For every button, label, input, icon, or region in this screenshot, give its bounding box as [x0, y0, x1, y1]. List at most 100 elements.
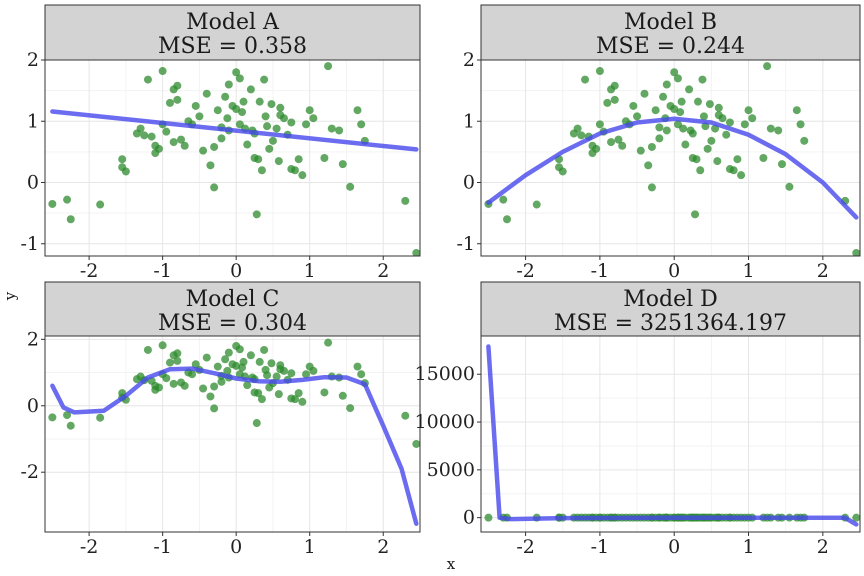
y-tick-label: 1: [27, 110, 39, 132]
data-point: [499, 195, 508, 204]
data-point: [257, 166, 266, 175]
x-axis-d: -2 -1 0 1 2: [516, 532, 829, 558]
data-point: [309, 114, 318, 123]
y-tick-label: 0: [463, 507, 475, 529]
data-point: [252, 210, 261, 219]
fit-line-b: [486, 116, 859, 220]
x-tick-label: -2: [516, 536, 535, 558]
data-point: [173, 356, 182, 365]
data-point: [221, 92, 230, 101]
data-point: [679, 124, 688, 133]
data-point: [232, 105, 241, 113]
data-point: [503, 215, 512, 224]
data-point: [662, 126, 671, 135]
data-point: [327, 124, 336, 133]
data-point: [246, 85, 255, 94]
data-point: [737, 171, 746, 180]
data-point: [210, 382, 219, 391]
data-point: [210, 404, 219, 413]
data-point: [484, 513, 493, 522]
data-point: [603, 98, 612, 107]
data-point: [136, 124, 145, 133]
x-tick-label: 1: [742, 536, 754, 558]
data-point: [298, 397, 307, 406]
data-point: [223, 366, 232, 375]
data-point: [320, 154, 329, 162]
data-point: [63, 195, 72, 204]
data-point: [673, 74, 682, 83]
data-point: [243, 381, 252, 390]
data-point: [263, 371, 272, 380]
y-tick-label: -2: [20, 461, 39, 483]
data-point: [276, 103, 285, 112]
data-point: [235, 74, 244, 83]
data-point: [274, 390, 283, 399]
data-point: [655, 123, 664, 132]
data-point: [191, 360, 200, 369]
data-point: [223, 114, 232, 123]
x-tick-label: -1: [591, 260, 610, 282]
data-point: [173, 349, 182, 358]
fit-line-d: [486, 344, 859, 527]
y-tick-label: -1: [20, 233, 39, 255]
data-point: [169, 379, 178, 388]
data-point: [294, 155, 303, 164]
data-points-c: [48, 338, 420, 448]
data-point: [287, 369, 296, 378]
data-point: [796, 120, 805, 129]
data-point: [647, 183, 656, 192]
x-tick-label: -2: [516, 260, 535, 282]
data-point: [162, 127, 171, 136]
x-tick-label: 2: [377, 536, 389, 558]
x-tick-label: 2: [817, 536, 829, 558]
data-point: [744, 106, 753, 115]
x-axis-title: x: [447, 555, 456, 573]
data-point: [96, 200, 105, 209]
data-point: [121, 167, 130, 176]
data-point: [357, 370, 366, 379]
data-point: [291, 166, 299, 175]
x-tick-label: -1: [153, 536, 172, 558]
fit-line-a: [50, 109, 419, 152]
data-point: [261, 112, 270, 121]
panel-title-a: Model A: [186, 10, 280, 35]
data-point: [353, 106, 362, 115]
data-point: [763, 62, 772, 71]
data-point: [232, 68, 241, 77]
y-tick-label: 5000: [427, 459, 475, 481]
strip-background-b: [480, 4, 861, 61]
data-point: [287, 118, 296, 127]
data-point: [154, 144, 163, 153]
data-point: [412, 439, 420, 448]
data-point: [191, 101, 200, 110]
y-tick-label: 0: [27, 395, 39, 417]
data-point: [298, 171, 307, 180]
data-point: [272, 372, 281, 381]
x-tick-label: 1: [304, 536, 316, 558]
panel-border-b: [480, 59, 861, 257]
data-point: [147, 132, 156, 141]
panel-background-b: [481, 60, 860, 256]
data-point: [610, 95, 619, 104]
data-point: [154, 383, 163, 392]
data-point: [210, 183, 219, 192]
data-point: [633, 112, 642, 121]
y-tick-label: 10000: [415, 411, 475, 433]
data-point: [173, 81, 182, 90]
data-point: [143, 345, 152, 354]
data-point: [48, 199, 57, 208]
data-point: [595, 120, 604, 129]
data-point: [210, 142, 219, 151]
data-point: [224, 348, 233, 357]
data-point: [169, 138, 178, 147]
data-point: [263, 122, 272, 131]
data-point: [63, 411, 72, 420]
data-point: [677, 97, 686, 106]
data-point: [592, 144, 601, 153]
data-point: [636, 146, 645, 155]
data-point: [257, 395, 266, 404]
data-point: [676, 108, 685, 117]
data-point: [166, 358, 174, 367]
